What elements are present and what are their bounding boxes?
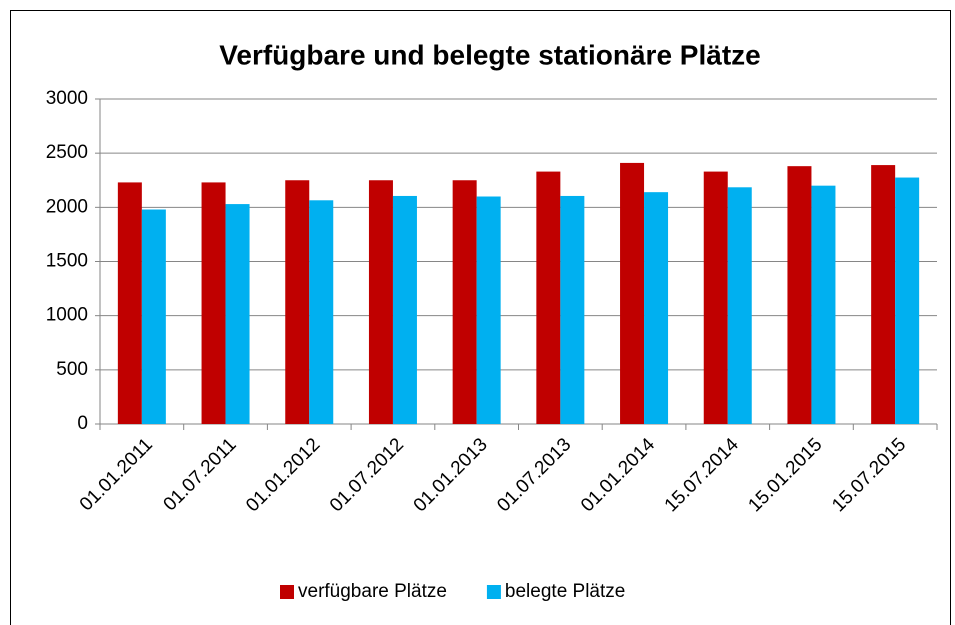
- bar: [787, 166, 812, 424]
- bar: [309, 200, 334, 424]
- legend-swatch: [280, 585, 294, 599]
- legend-swatch: [486, 585, 501, 599]
- bar: [141, 209, 166, 424]
- y-tick-label: 1000: [46, 305, 88, 326]
- legend-label: verfügbare Plätze: [298, 581, 447, 602]
- bar: [703, 171, 728, 424]
- bar: [895, 177, 920, 424]
- bar: [368, 180, 393, 424]
- chart-title: Verfügbare und belegte stationäre Plätze: [219, 39, 760, 70]
- bar: [285, 180, 310, 424]
- y-tick-label: 3000: [46, 88, 88, 109]
- y-tick-label: 2000: [46, 196, 88, 217]
- bar: [620, 162, 645, 424]
- bar: [727, 187, 752, 424]
- bar: [117, 182, 142, 424]
- y-tick-label: 500: [56, 359, 88, 380]
- y-tick-label: 2500: [46, 142, 88, 163]
- bar: [644, 192, 669, 424]
- bar: [225, 204, 250, 424]
- bar: [536, 171, 561, 424]
- y-tick-label: 0: [77, 413, 88, 434]
- bar: [476, 196, 501, 424]
- bar: [452, 180, 477, 424]
- bar: [811, 185, 836, 424]
- bar: [560, 195, 585, 424]
- y-tick-label: 1500: [46, 251, 88, 272]
- bar: [871, 165, 896, 425]
- legend-label: belegte Plätze: [505, 581, 625, 602]
- bar: [392, 195, 417, 424]
- bar: [201, 182, 226, 424]
